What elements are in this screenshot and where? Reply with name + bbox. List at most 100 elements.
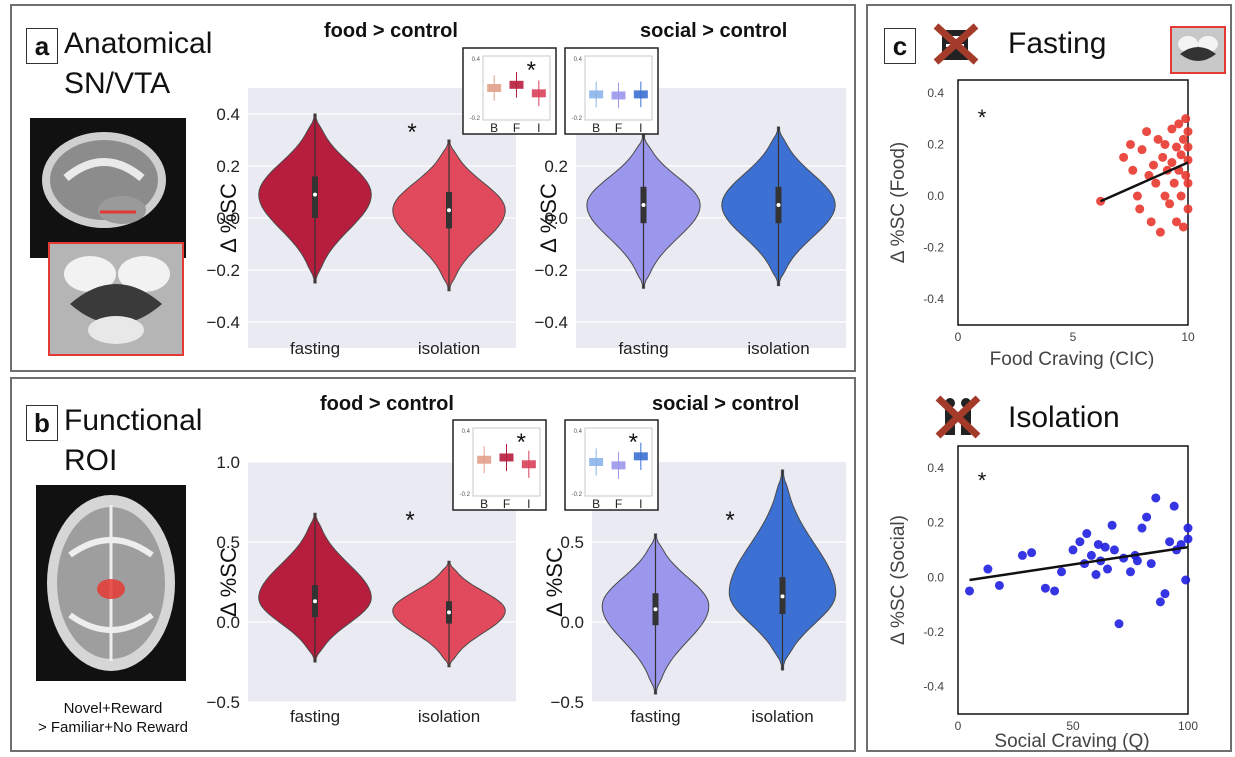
c_isolation-point <box>983 564 993 574</box>
c_fasting-ytick-label: -0.4 <box>923 292 944 306</box>
b_food-ytick-label: 0.5 <box>216 533 240 552</box>
c_fasting-point <box>1183 142 1193 152</box>
a_social-inset-category-I: I <box>639 121 642 135</box>
a_food-inset-star: * <box>527 57 536 84</box>
a_food-ytick-label: 0.2 <box>216 157 240 176</box>
a_food-ylabel: Δ %SC <box>216 183 241 253</box>
c_isolation-point <box>1050 586 1060 596</box>
c_fasting-xlabel: Food Craving (CIC) <box>990 349 1155 370</box>
roi-caption-line2: > Familiar+No Reward <box>37 719 189 736</box>
sagittal-brain-image <box>30 118 186 258</box>
c_fasting-point <box>1176 191 1186 201</box>
c_fasting-point <box>1181 114 1191 124</box>
c_isolation-point <box>1183 523 1193 533</box>
c_fasting-ytick-label: 0.4 <box>927 86 944 100</box>
c_isolation-ytick-label: -0.4 <box>923 680 944 694</box>
b_food-inset-category-I: I <box>527 497 530 511</box>
c_fasting-point <box>1142 127 1152 137</box>
c_isolation-point <box>1155 597 1165 607</box>
a_social-median-dot-isolation <box>776 203 781 207</box>
c_isolation-point <box>1142 512 1152 522</box>
a_social-inset-tick-bottom: -0.2 <box>572 116 583 122</box>
c_fasting-point <box>1137 145 1147 155</box>
c_fasting-point <box>1155 227 1165 237</box>
roi-caption-line1: Novel+Reward <box>63 700 163 717</box>
c_isolation-point <box>1103 564 1112 574</box>
b_social-inset-category-F: F <box>615 497 622 511</box>
c_isolation-ylabel: Δ %SC (Social) <box>888 515 909 645</box>
a_food-xtick-label-isolation: isolation <box>418 339 480 358</box>
c_isolation-point <box>1107 520 1117 530</box>
a_food-ytick-label: −0.2 <box>206 261 240 280</box>
c_fasting-xtick-label: 0 <box>955 330 962 344</box>
c_fasting-point <box>1132 191 1142 201</box>
b_social-inset-tick-top: 0.4 <box>574 429 583 435</box>
c_isolation-point <box>1068 545 1078 555</box>
chart-b-food-title: food > control <box>320 393 454 415</box>
a_food-iqr-box-fasting <box>312 176 318 218</box>
c_isolation-ytick-label: -0.2 <box>923 625 944 639</box>
b_social-inset-category-I: I <box>639 497 642 511</box>
b_food-inset-tick-bottom: -0.2 <box>460 492 471 498</box>
a_food-significance-star: * <box>407 119 416 146</box>
c_isolation-point <box>1091 570 1101 580</box>
panel-a-heading-line1: Anatomical <box>64 27 213 60</box>
a_food-xtick-label-fasting: fasting <box>290 339 340 358</box>
b_social-ytick-label: 0.0 <box>560 613 584 632</box>
c_isolation-point <box>1075 537 1085 547</box>
panel-letter-b: b <box>26 405 58 441</box>
c_isolation-ytick-label: 0.0 <box>927 570 944 584</box>
chart-b-social-title: social > control <box>652 393 800 415</box>
panel-b-heading-line2: ROI <box>64 444 118 477</box>
a_social-inset-category-B: B <box>592 121 600 135</box>
c_isolation-point <box>994 580 1004 590</box>
a_food-ytick-label: 0.0 <box>216 209 240 228</box>
c_isolation-point <box>1040 583 1050 593</box>
a_social-ytick-label: 0.2 <box>544 157 568 176</box>
panel-a-heading-line2: SN/VTA <box>64 67 171 100</box>
a_food-ytick-label: 0.4 <box>216 105 240 124</box>
c_isolation-point <box>1086 550 1096 560</box>
c_isolation-significance-star: * <box>978 468 987 493</box>
c_isolation-point <box>1146 559 1156 569</box>
c_isolation-point <box>1109 545 1119 555</box>
c_fasting-ylabel: Δ %SC (Food) <box>888 142 909 263</box>
fasting-heading: Fasting <box>1008 27 1107 60</box>
midbrain-zoom-image <box>48 242 184 356</box>
c_fasting-point <box>1119 152 1129 162</box>
b_social-ylabel: Δ %SC <box>542 547 567 617</box>
c_fasting-point <box>1151 178 1161 188</box>
c_isolation-point <box>1126 567 1135 577</box>
c_isolation-point <box>1165 537 1175 547</box>
a_social-ytick-label: 0.0 <box>544 209 568 228</box>
c_isolation-point <box>1181 575 1191 585</box>
b_food-xtick-label-fasting: fasting <box>290 707 340 726</box>
c_isolation-point <box>1100 542 1110 552</box>
isolation-heading: Isolation <box>1008 401 1120 434</box>
c_isolation-point <box>1160 589 1170 599</box>
chart-a-food-title: food > control <box>324 20 458 42</box>
c_isolation-point <box>1057 567 1066 577</box>
a_social-inset-tick-top: 0.4 <box>574 57 583 63</box>
b_food-ylabel: Δ %SC <box>216 547 241 617</box>
c_isolation-point <box>1132 556 1142 566</box>
a_social-median-dot-fasting <box>641 203 646 207</box>
c_isolation-point <box>1093 539 1103 549</box>
c_fasting-point <box>1176 150 1186 160</box>
c_fasting-point <box>1178 134 1188 144</box>
c_fasting-point <box>1172 217 1181 227</box>
a_food-ytick-label: −0.4 <box>206 313 240 332</box>
isolation-icon <box>935 395 981 439</box>
c_fasting-point <box>1167 158 1177 168</box>
a_food-inset-tick-top: 0.4 <box>472 57 481 63</box>
c_fasting-point <box>1146 217 1156 227</box>
c_fasting-point <box>1165 199 1175 209</box>
c_fasting-ytick-label: 0.2 <box>927 137 944 151</box>
c_fasting-point <box>1183 204 1193 214</box>
c_isolation-point <box>965 586 974 596</box>
c_fasting-point <box>1183 127 1193 137</box>
panel-letter-c: c <box>884 28 916 64</box>
a_food-median-dot-fasting <box>313 192 317 197</box>
b_food-median-dot-isolation <box>447 610 451 615</box>
c_fasting-point <box>1153 134 1163 144</box>
